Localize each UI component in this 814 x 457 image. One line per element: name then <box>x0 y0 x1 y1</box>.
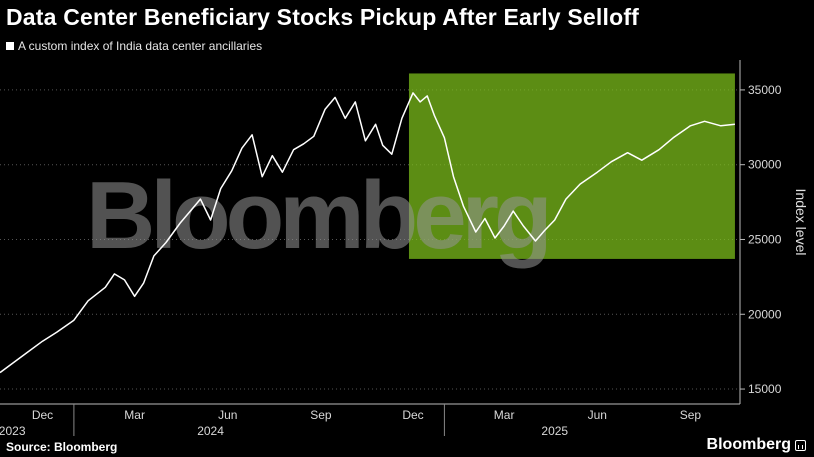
x-year-label: 2023 <box>0 424 26 438</box>
series-group <box>0 92 735 374</box>
x-tick-label: Sep <box>310 408 332 422</box>
legend-swatch <box>6 42 14 50</box>
x-tick-label: Dec <box>402 408 423 422</box>
x-tick-label: Jun <box>218 408 237 422</box>
x-year-label: 2024 <box>197 424 224 438</box>
source-note: Source: Bloomberg <box>6 440 118 454</box>
y-tick-label: 30000 <box>748 158 782 172</box>
y-tick-label: 15000 <box>748 382 782 396</box>
series-line <box>0 92 735 374</box>
legend-label: A custom index of India data center anci… <box>18 39 263 53</box>
x-tick-label: Jun <box>588 408 607 422</box>
y-axis-label: Index level <box>793 189 809 256</box>
brand-logo: Bloomberg <box>707 436 806 454</box>
axes: 15000 20000 25000 30000 35000 Index level Dec M… <box>0 60 809 438</box>
chart-icon <box>795 439 806 451</box>
highlight-region <box>408 73 735 259</box>
y-tick-label: 20000 <box>748 307 782 321</box>
x-tick-label: Sep <box>680 408 702 422</box>
legend: A custom index of India data center anci… <box>6 39 262 53</box>
x-year-label: 2025 <box>541 424 568 438</box>
chart-title: Data Center Beneficiary Stocks Pickup Af… <box>6 4 640 30</box>
x-tick-label: Mar <box>124 408 145 422</box>
brand-name: Bloomberg <box>706 436 791 453</box>
y-tick-label: 35000 <box>748 83 782 97</box>
y-tick-label: 25000 <box>748 232 782 246</box>
x-tick-label: Dec <box>32 408 53 422</box>
x-tick-label: Mar <box>494 408 515 422</box>
watermark: Bloomberg <box>86 162 548 269</box>
